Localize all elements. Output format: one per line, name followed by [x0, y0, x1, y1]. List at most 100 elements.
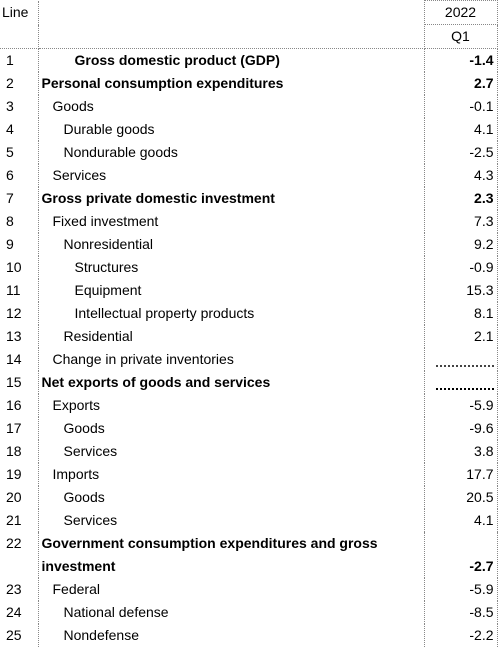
line-number: 23 [0, 578, 38, 601]
row-value: -0.9 [424, 256, 497, 279]
row-label: Residential [38, 325, 424, 348]
line-number: 18 [0, 440, 38, 463]
line-number: 12 [0, 302, 38, 325]
label-header [38, 1, 424, 49]
row-value: -0.1 [424, 95, 497, 118]
row-value [424, 371, 497, 394]
line-number: 4 [0, 118, 38, 141]
header-row: Line 2022 [0, 1, 497, 25]
line-number: 11 [0, 279, 38, 302]
row-value: -8.5 [424, 601, 497, 624]
row-value: 20.5 [424, 486, 497, 509]
line-number: 7 [0, 187, 38, 210]
row-label: Change in private inventories [38, 348, 424, 371]
line-number: 1 [0, 49, 38, 73]
row-value: 17.7 [424, 463, 497, 486]
row-value: 7.3 [424, 210, 497, 233]
row-value: 8.1 [424, 302, 497, 325]
row-label: Personal consumption expenditures [38, 72, 424, 95]
row-value: 2.3 [424, 187, 497, 210]
line-header: Line [0, 1, 38, 49]
line-number: 17 [0, 417, 38, 440]
row-value: 9.2 [424, 233, 497, 256]
row-label: Nonresidential [38, 233, 424, 256]
line-number: 10 [0, 256, 38, 279]
row-label: Imports [38, 463, 424, 486]
row-label: Services [38, 509, 424, 532]
row-value: 4.1 [424, 509, 497, 532]
row-label: Net exports of goods and services [38, 371, 424, 394]
row-label: Exports [38, 394, 424, 417]
line-number: 3 [0, 95, 38, 118]
line-number: 21 [0, 509, 38, 532]
placeholder-dots [436, 353, 494, 367]
row-label: Services [38, 440, 424, 463]
line-number: 25 [0, 624, 38, 647]
placeholder-dots [436, 376, 494, 390]
row-label: Goods [38, 95, 424, 118]
row-label: Nondurable goods [38, 141, 424, 164]
row-label: Government consumption expenditures and … [38, 532, 424, 578]
quarter-header: Q1 [424, 25, 497, 49]
row-label: Goods [38, 417, 424, 440]
row-value [424, 348, 497, 371]
line-number: 6 [0, 164, 38, 187]
row-label: Durable goods [38, 118, 424, 141]
line-number: 16 [0, 394, 38, 417]
row-value: -5.9 [424, 394, 497, 417]
line-number: 2 [0, 72, 38, 95]
row-value: -2.5 [424, 141, 497, 164]
line-number: 13 [0, 325, 38, 348]
row-label: Intellectual property products [38, 302, 424, 325]
row-value: 2.1 [424, 325, 497, 348]
line-number: 14 [0, 348, 38, 371]
row-label: Structures [38, 256, 424, 279]
row-label: Nondefense [38, 624, 424, 647]
row-value: -2.7 [424, 532, 497, 578]
row-value: -9.6 [424, 417, 497, 440]
line-number: 19 [0, 463, 38, 486]
year-header: 2022 [424, 1, 497, 25]
line-number: 22 [0, 532, 38, 578]
line-number: 20 [0, 486, 38, 509]
row-label: Gross domestic product (GDP) [38, 49, 424, 73]
row-value: -1.4 [424, 49, 497, 73]
line-number: 5 [0, 141, 38, 164]
row-value: 3.8 [424, 440, 497, 463]
line-number: 9 [0, 233, 38, 256]
row-label: Fixed investment [38, 210, 424, 233]
row-label: Goods [38, 486, 424, 509]
row-label: Federal [38, 578, 424, 601]
line-number: 15 [0, 371, 38, 394]
row-value: 4.3 [424, 164, 497, 187]
row-label: Equipment [38, 279, 424, 302]
line-number: 24 [0, 601, 38, 624]
row-value: -2.2 [424, 624, 497, 647]
